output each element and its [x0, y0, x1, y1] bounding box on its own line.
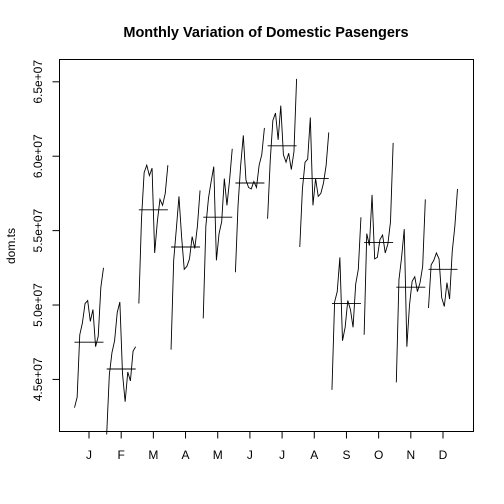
x-tick-label: M — [213, 448, 223, 462]
subseries-line — [396, 199, 425, 382]
subseries-line — [139, 165, 168, 303]
plot-frame — [60, 60, 474, 432]
x-tick-label: M — [148, 448, 158, 462]
y-tick-label: 5.5e+07 — [31, 208, 45, 252]
subseries-line — [75, 268, 104, 408]
subseries-line — [364, 143, 393, 335]
x-tick-label: J — [247, 448, 253, 462]
x-tick-label: S — [342, 448, 350, 462]
y-tick-label: 6.5e+07 — [31, 60, 45, 104]
x-tick-label: N — [406, 448, 415, 462]
y-tick-label: 6.0e+07 — [31, 134, 45, 178]
x-tick-label: A — [182, 448, 190, 462]
monthly-subseries — [75, 79, 458, 435]
y-tick-label: 4.5e+07 — [31, 357, 45, 401]
subseries-line — [429, 189, 458, 308]
x-tick-label: O — [374, 448, 383, 462]
subseries-line — [171, 190, 200, 349]
subseries-line — [203, 149, 232, 319]
x-tick-label: A — [310, 448, 318, 462]
subseries-line — [300, 118, 329, 247]
y-axis-label: dom.ts — [4, 228, 18, 264]
y-axis: 4.5e+07 5.0e+07 5.5e+07 6.0e+07 6.5e+07 — [31, 60, 60, 402]
x-tick-label: J — [86, 448, 92, 462]
subseries-line — [268, 79, 297, 219]
y-tick-label: 5.0e+07 — [31, 283, 45, 327]
x-tick-label: F — [118, 448, 125, 462]
x-tick-label: J — [279, 448, 285, 462]
subseries-line — [107, 302, 136, 434]
subseries-line — [235, 128, 264, 272]
x-tick-label: D — [439, 448, 448, 462]
chart-title: Monthly Variation of Domestic Pasengers — [123, 25, 408, 41]
